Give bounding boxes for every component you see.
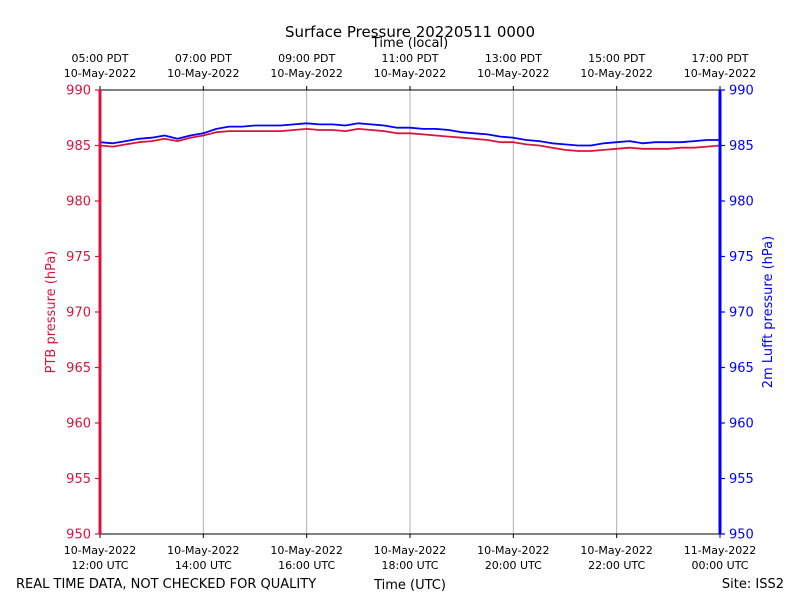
x-tick-utc-time-1: 14:00 UTC (175, 559, 232, 572)
y-tick-label-right-960: 960 (729, 417, 754, 432)
x-tick-local-time-4: 13:00 PDT (485, 52, 542, 65)
x-axis-label: Time (UTC) (373, 578, 446, 593)
x-tick-local-date-5: 10-May-2022 (580, 67, 652, 80)
x-tick-local-time-6: 17:00 PDT (691, 52, 748, 65)
y-tick-label-left-950: 950 (66, 528, 91, 543)
x-tick-local-date-2: 10-May-2022 (270, 67, 342, 80)
x-tick-local-date-3: 10-May-2022 (374, 67, 446, 80)
x-tick-utc-time-4: 20:00 UTC (485, 559, 542, 572)
x-tick-local-time-0: 05:00 PDT (71, 52, 128, 65)
y-tick-label-left-990: 990 (66, 84, 91, 99)
axes-ticks: 10-May-2022 12:00 UTC 10-May-2022 14:00 UTC… (64, 52, 756, 572)
data-series (99, 122, 721, 152)
top-axis-label: Time (local) (371, 36, 448, 51)
x-tick-utc-time-2: 16:00 UTC (278, 559, 335, 572)
y-tick-label-left-980: 980 (66, 195, 91, 210)
right-y-axis-label: 2m Lufft pressure (hPa) (761, 236, 776, 388)
y-tick-label-right-965: 965 (729, 361, 754, 376)
x-tick-utc-date-6: 11-May-2022 (684, 544, 756, 557)
y-tick-label-left-965: 965 (66, 361, 91, 376)
y-tick-label-left-975: 975 (66, 250, 91, 265)
y-tick-label-left-955: 955 (66, 472, 91, 487)
series-line-lufft-pressure (99, 122, 720, 147)
y-tick-label-left-970: 970 (66, 306, 91, 321)
left-y-axis-label: PTB pressure (hPa) (44, 251, 59, 374)
x-tick-local-date-0: 10-May-2022 (64, 67, 136, 80)
y-tick-label-right-955: 955 (729, 472, 754, 487)
x-tick-utc-date-3: 10-May-2022 (374, 544, 446, 557)
series-line-ptb-pressure (99, 127, 721, 152)
y-tick-label-right-970: 970 (729, 306, 754, 321)
y-tick-label-right-975: 975 (729, 250, 754, 265)
x-tick-local-date-4: 10-May-2022 (477, 67, 549, 80)
y-tick-label-left-960: 960 (66, 417, 91, 432)
x-tick-utc-date-4: 10-May-2022 (477, 544, 549, 557)
x-tick-utc-time-0: 12:00 UTC (71, 559, 128, 572)
y-tick-label-right-990: 990 (729, 84, 754, 99)
x-tick-local-date-1: 10-May-2022 (167, 67, 239, 80)
y-tick-label-left-985: 985 (66, 139, 91, 154)
x-tick-utc-date-0: 10-May-2022 (64, 544, 136, 557)
x-tick-local-time-1: 07:00 PDT (175, 52, 232, 65)
chart-title: Surface Pressure 20220511 0000 (285, 23, 535, 41)
y-tick-label-right-985: 985 (729, 139, 754, 154)
y-tick-label-right-950: 950 (729, 528, 754, 543)
x-tick-local-date-6: 10-May-2022 (684, 67, 756, 80)
x-tick-utc-time-5: 22:00 UTC (588, 559, 645, 572)
site-label: Site: ISS2 (722, 577, 784, 592)
x-tick-local-time-3: 11:00 PDT (381, 52, 438, 65)
x-tick-utc-time-3: 18:00 UTC (381, 559, 438, 572)
x-tick-utc-date-1: 10-May-2022 (167, 544, 239, 557)
x-tick-utc-date-5: 10-May-2022 (580, 544, 652, 557)
gridlines (202, 90, 618, 534)
x-tick-utc-time-6: 00:00 UTC (691, 559, 748, 572)
quality-disclaimer: REAL TIME DATA, NOT CHECKED FOR QUALITY (16, 577, 316, 592)
x-tick-local-time-2: 09:00 PDT (278, 52, 335, 65)
y-tick-label-right-980: 980 (729, 195, 754, 210)
x-tick-utc-date-2: 10-May-2022 (270, 544, 342, 557)
x-tick-local-time-5: 15:00 PDT (588, 52, 645, 65)
